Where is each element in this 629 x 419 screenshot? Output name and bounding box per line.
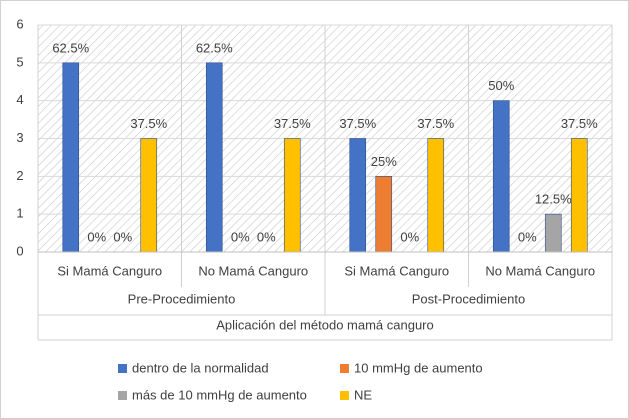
bar bbox=[492, 100, 510, 253]
legend-swatch bbox=[340, 391, 349, 400]
legend-label: dentro de la normalidad bbox=[132, 360, 269, 375]
data-label: 62.5% bbox=[196, 40, 233, 55]
legend-label: 10 mmHg de aumento bbox=[354, 360, 483, 375]
y-tick-label: 0 bbox=[16, 243, 23, 258]
y-tick-label: 5 bbox=[16, 54, 23, 69]
data-label: 37.5% bbox=[417, 116, 454, 131]
data-label: 0% bbox=[257, 229, 276, 244]
legend-swatch bbox=[118, 391, 127, 400]
bar bbox=[283, 138, 301, 253]
x-tick-label: Si Mamá Canguro bbox=[57, 263, 162, 278]
bar bbox=[570, 138, 588, 253]
bar bbox=[349, 138, 367, 253]
group-label: Post-Procedimiento bbox=[412, 291, 525, 306]
y-tick-label: 1 bbox=[16, 206, 23, 221]
data-label: 12.5% bbox=[535, 192, 572, 207]
group-label: Pre-Procedimiento bbox=[128, 291, 236, 306]
x-axis-title: Aplicación del método mamá canguro bbox=[216, 317, 434, 332]
data-label: 25% bbox=[371, 154, 397, 169]
data-label: 37.5% bbox=[274, 116, 311, 131]
data-label: 37.5% bbox=[130, 116, 167, 131]
bar bbox=[375, 176, 393, 253]
bar bbox=[140, 138, 158, 253]
data-label: 0% bbox=[400, 229, 419, 244]
data-label: 37.5% bbox=[339, 116, 376, 131]
x-tick-label: No Mamá Canguro bbox=[198, 263, 308, 278]
legend-swatch bbox=[340, 364, 349, 373]
y-tick-label: 2 bbox=[16, 168, 23, 183]
bar bbox=[62, 62, 80, 253]
data-label: 62.5% bbox=[52, 40, 89, 55]
legend-swatch bbox=[118, 364, 127, 373]
y-tick-label: 3 bbox=[16, 130, 23, 145]
y-tick-label: 6 bbox=[16, 16, 23, 31]
data-label: 0% bbox=[113, 229, 132, 244]
x-tick-label: Si Mamá Canguro bbox=[344, 263, 449, 278]
bar bbox=[205, 62, 223, 253]
legend-label: más de 10 mmHg de aumento bbox=[132, 387, 307, 402]
data-label: 0% bbox=[518, 229, 537, 244]
x-tick-label: No Mamá Canguro bbox=[485, 263, 595, 278]
legend-label: NE bbox=[354, 387, 372, 402]
data-label: 37.5% bbox=[561, 116, 598, 131]
data-label: 50% bbox=[488, 78, 514, 93]
bar bbox=[427, 138, 445, 253]
y-tick-label: 4 bbox=[16, 92, 23, 107]
data-label: 0% bbox=[87, 229, 106, 244]
bar bbox=[544, 213, 562, 253]
data-label: 0% bbox=[231, 229, 250, 244]
